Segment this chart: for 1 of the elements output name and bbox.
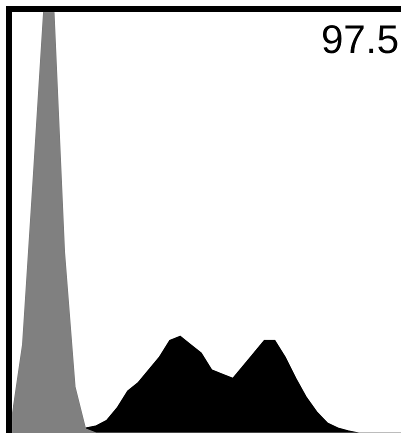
annotation: 97.5: [321, 18, 399, 63]
